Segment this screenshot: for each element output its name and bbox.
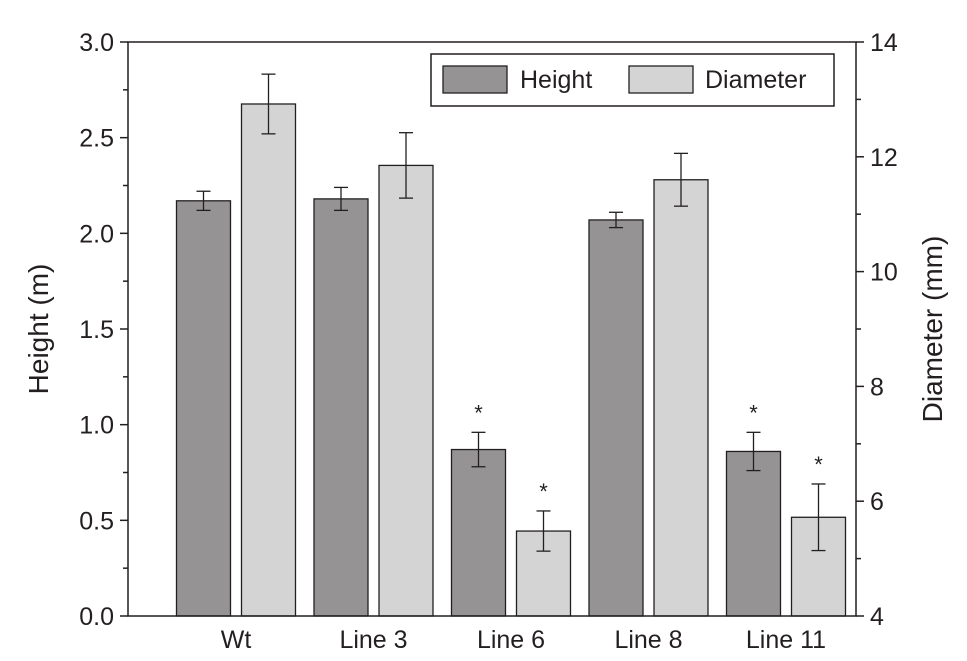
y-right-tick-label: 6 [870,488,884,516]
x-tick-label: Line 11 [746,626,826,654]
x-tick-label: Wt [221,626,252,654]
y-right-tick-label: 4 [870,603,884,631]
error-bar-diameter-line-3 [399,132,413,199]
legend-box [430,53,835,107]
x-tick-label: Line 3 [339,626,407,654]
y-right-tick-label: 12 [870,144,898,172]
bar-height-line-3 [313,198,369,617]
legend-swatch-diameter [628,65,694,94]
bar-height-line-8 [588,219,644,617]
bar-height-line-6 [450,448,507,617]
bar-height-line-11 [725,450,782,617]
error-bar-diameter-line-11 [811,483,826,552]
y-left-tick-label: 0.0 [79,603,114,631]
y-right-tick-label: 10 [870,259,898,287]
bar-diameter-line-8 [653,179,709,617]
y-left-tick-label: 1.5 [79,316,114,344]
error-bar-diameter-line-6 [536,510,551,552]
y-left-axis-title: Height (m) [23,264,54,395]
y-right-axis-title: Diameter (mm) [917,236,948,423]
y-left-tick-label: 1.0 [79,412,114,440]
error-bar-height-wt [196,190,211,212]
legend-swatch-height [442,65,508,94]
bar-height-wt [175,200,232,617]
significance-marker: * [539,479,548,504]
error-bar-height-line-11 [746,431,761,472]
bars-layer: * * * * [175,73,847,617]
error-bar-diameter-line-8 [674,152,688,207]
legend: Height Diameter [430,53,835,107]
y-left-tick-label: 2.0 [79,220,114,248]
y-right-tick-label: 8 [870,373,884,401]
error-bar-height-line-8 [609,211,623,229]
legend-label-diameter: Diameter [705,66,806,94]
axes-layer: Wt Line 3 Line 6 Line 8 Line 11 0.0 0.5 1.0 1.5 2… [23,29,948,654]
y-left-tick-label: 0.5 [79,507,114,535]
error-bar-height-line-6 [471,431,486,468]
error-bar-diameter-wt [261,73,276,135]
y-right-tick-label: 14 [870,29,898,57]
y-left-tick-label: 3.0 [79,29,114,57]
y-left-tick-label: 2.5 [79,125,114,153]
error-bar-height-line-3 [334,186,348,212]
legend-label-height: Height [520,66,592,94]
x-tick-label: Line 6 [477,626,545,654]
bar-diameter-wt [240,103,297,617]
bar-diameter-line-3 [378,164,434,617]
significance-marker: * [814,452,823,477]
significance-marker: * [749,400,758,425]
x-tick-label: Line 8 [614,626,682,654]
significance-marker: * [474,400,483,425]
